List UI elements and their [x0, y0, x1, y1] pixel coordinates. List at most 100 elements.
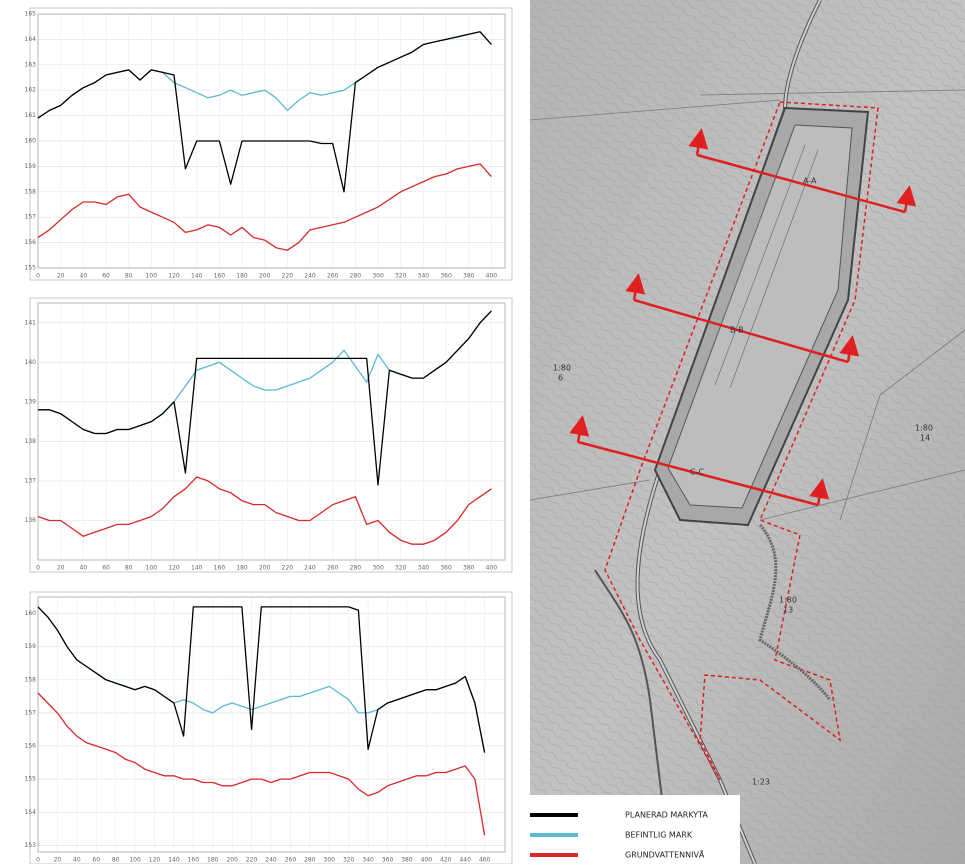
x-tick-label: 80 [112, 857, 120, 864]
y-tick-label: 165 [25, 11, 37, 18]
x-tick-label: 360 [440, 565, 452, 572]
x-tick-label: 280 [350, 565, 362, 572]
map-label: 6 [558, 374, 563, 383]
y-tick-label: 154 [25, 809, 37, 816]
x-tick-label: 340 [362, 857, 374, 864]
x-tick-label: 120 [168, 273, 180, 280]
x-tick-label: 300 [324, 857, 336, 864]
y-tick-label: 158 [25, 188, 37, 195]
x-tick-label: 40 [80, 273, 88, 280]
x-tick-label: 400 [421, 857, 433, 864]
x-tick-label: 460 [479, 857, 491, 864]
x-tick-label: 120 [168, 565, 180, 572]
x-tick-label: 180 [207, 857, 219, 864]
x-tick-label: 140 [191, 273, 203, 280]
x-tick-label: 380 [401, 857, 413, 864]
x-tick-label: 100 [146, 273, 158, 280]
legend-label: BEFINTLIG MARK [625, 831, 693, 840]
chart-frame [30, 298, 512, 572]
x-tick-label: 420 [440, 857, 452, 864]
y-tick-label: 163 [25, 61, 37, 68]
x-tick-label: 220 [282, 273, 294, 280]
section-label: A-A [803, 177, 817, 186]
x-tick-label: 400 [486, 273, 498, 280]
y-tick-label: 162 [25, 87, 37, 94]
x-tick-label: 340 [418, 273, 430, 280]
map-label: 1:80 [553, 364, 571, 373]
x-tick-label: 340 [418, 565, 430, 572]
map-label: 1:80 [779, 596, 797, 605]
x-tick-label: 240 [265, 857, 277, 864]
legend: PLANERAD MARKYTA BEFINTLIG MARK GRUNDVAT… [518, 795, 740, 864]
x-tick-label: 280 [350, 273, 362, 280]
chart-frame [30, 8, 512, 280]
map-label: 1:23 [752, 778, 770, 787]
x-tick-label: 160 [188, 857, 200, 864]
x-tick-label: 40 [80, 565, 88, 572]
y-tick-label: 136 [25, 517, 37, 524]
x-tick-label: 80 [125, 273, 133, 280]
x-tick-label: 60 [102, 273, 110, 280]
x-tick-label: 140 [168, 857, 180, 864]
x-tick-label: 120 [149, 857, 161, 864]
x-tick-label: 20 [57, 565, 65, 572]
x-tick-label: 360 [440, 273, 452, 280]
x-tick-label: 140 [191, 565, 203, 572]
x-tick-label: 20 [54, 857, 62, 864]
x-tick-label: 0 [36, 273, 40, 280]
x-tick-label: 160 [214, 273, 226, 280]
y-tick-label: 160 [25, 610, 37, 617]
x-tick-label: 260 [285, 857, 297, 864]
x-tick-label: 160 [214, 565, 226, 572]
x-tick-label: 260 [327, 565, 339, 572]
y-tick-label: 153 [25, 842, 37, 849]
y-tick-label: 157 [25, 214, 37, 221]
y-tick-label: 156 [25, 743, 37, 750]
y-tick-label: 138 [25, 438, 37, 445]
x-tick-label: 220 [246, 857, 258, 864]
section-label: B-B [730, 326, 744, 335]
map-label: 14 [920, 434, 930, 443]
x-tick-label: 40 [73, 857, 81, 864]
x-tick-label: 200 [226, 857, 238, 864]
x-tick-label: 220 [282, 565, 294, 572]
page: {"chart_data": [ {"type": "line", "x": [… [0, 0, 965, 864]
map-label: 1:80 [915, 424, 933, 433]
x-tick-label: 180 [236, 273, 248, 280]
y-tick-label: 141 [25, 319, 37, 326]
x-tick-label: 200 [259, 565, 271, 572]
x-tick-label: 180 [236, 565, 248, 572]
y-tick-label: 160 [25, 138, 37, 145]
section-label: C-C [690, 468, 704, 477]
x-tick-label: 20 [57, 273, 65, 280]
x-tick-label: 0 [36, 565, 40, 572]
x-tick-label: 80 [125, 565, 133, 572]
legend-label: PLANERAD MARKYTA [625, 811, 708, 820]
y-tick-label: 159 [25, 163, 37, 170]
x-tick-label: 280 [304, 857, 316, 864]
x-tick-label: 320 [395, 565, 407, 572]
x-tick-label: 300 [372, 565, 384, 572]
y-tick-label: 158 [25, 676, 37, 683]
x-tick-label: 320 [395, 273, 407, 280]
map: A-A B-B C-C 1:80 6 1:80 14 1:80 13 1:23 [530, 0, 965, 864]
x-tick-label: 240 [304, 273, 316, 280]
map-label: 13 [783, 606, 793, 615]
x-tick-label: 380 [463, 273, 475, 280]
y-tick-label: 159 [25, 643, 37, 650]
y-tick-label: 155 [25, 265, 37, 272]
y-tick-label: 157 [25, 709, 37, 716]
x-tick-label: 60 [92, 857, 100, 864]
y-tick-label: 156 [25, 239, 37, 246]
x-tick-label: 300 [372, 273, 384, 280]
x-tick-label: 100 [129, 857, 141, 864]
y-tick-label: 161 [25, 112, 37, 119]
legend-label: GRUNDVATTENNIVÅ [625, 849, 705, 860]
y-tick-label: 164 [25, 36, 37, 43]
x-tick-label: 260 [327, 273, 339, 280]
x-tick-label: 0 [36, 857, 40, 864]
y-tick-label: 137 [25, 477, 37, 484]
y-tick-label: 155 [25, 776, 37, 783]
x-tick-label: 100 [146, 565, 158, 572]
charts: 155 156 157 158 159 160 161 162 163 164 165 0 20 40 60… [25, 8, 512, 864]
